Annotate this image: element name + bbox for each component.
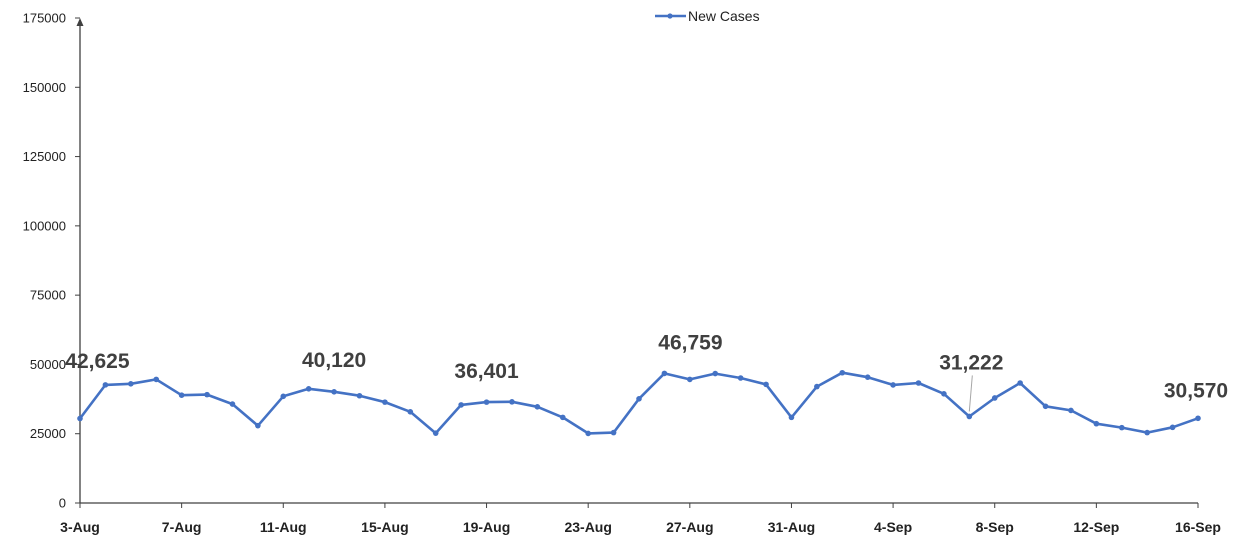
data-point (1144, 429, 1150, 436)
data-point (839, 369, 846, 376)
data-point (280, 393, 287, 400)
y-tick-label: 75000 (30, 288, 66, 303)
data-label: 46,759 (658, 331, 722, 354)
x-tick-label: 16-Sep (1175, 519, 1221, 535)
data-point (102, 382, 109, 388)
x-tick-label: 3-Aug (60, 519, 100, 535)
x-tick-label: 27-Aug (666, 519, 713, 535)
data-point (864, 374, 871, 380)
data-point (153, 376, 160, 383)
x-tick-label: 12-Sep (1073, 519, 1119, 535)
data-point (890, 382, 896, 388)
data-point (534, 404, 541, 410)
x-tick-label: 15-Aug (361, 519, 408, 535)
data-point (737, 375, 744, 381)
data-label: 30,570 (1164, 379, 1228, 402)
data-point (128, 381, 134, 387)
data-point (636, 395, 642, 402)
y-tick-label: 25000 (30, 426, 66, 441)
y-tick-label: 100000 (23, 218, 66, 233)
data-point (255, 422, 261, 429)
data-labels: 42,625 40,120 36,401 46,759 31,222 30,570 (65, 331, 1228, 412)
data-point (788, 414, 795, 421)
y-tick-label: 175000 (23, 11, 66, 26)
x-tick-label: 7-Aug (162, 519, 202, 535)
data-point (966, 413, 973, 420)
series-line (78, 371, 1199, 435)
x-tick-label: 31-Aug (768, 519, 815, 535)
y-axis: 0 25000 50000 75000 100000 125000 150000 175000 (23, 11, 84, 511)
series-new-cases (77, 369, 1201, 437)
y-tick-label: 50000 (30, 357, 66, 372)
data-point (661, 370, 668, 377)
data-point (1068, 407, 1074, 414)
data-label-leader (968, 375, 973, 412)
y-tick-label: 0 (59, 496, 66, 511)
data-point (1195, 415, 1201, 422)
data-point (229, 401, 236, 407)
data-point (407, 409, 414, 415)
x-tick-label: 11-Aug (260, 519, 307, 535)
data-point (915, 380, 922, 386)
data-point (356, 392, 363, 399)
data-point (77, 415, 83, 422)
data-point (483, 399, 490, 405)
data-point (1169, 424, 1176, 431)
data-label: 42,625 (65, 350, 130, 373)
data-point (382, 399, 388, 405)
data-point (763, 381, 769, 388)
x-tick-label: 23-Aug (564, 519, 611, 535)
x-axis: 3-Aug 7-Aug 11-Aug 15-Aug 19-Aug 23-Aug 27-Aug… (60, 502, 1221, 535)
data-point (458, 402, 464, 408)
data-label: 40,120 (302, 349, 366, 372)
data-point (331, 389, 337, 395)
legend-label: New Cases (688, 8, 760, 24)
x-tick-label: 19-Aug (463, 519, 510, 535)
x-tick-label: 4-Sep (874, 519, 912, 535)
data-point (1118, 424, 1125, 431)
data-label: 31,222 (939, 351, 1003, 374)
data-point (814, 383, 820, 390)
data-point (1017, 380, 1023, 386)
data-point (432, 430, 439, 436)
data-point (1042, 403, 1049, 410)
data-point (204, 391, 210, 398)
legend-marker-swatch (667, 13, 673, 19)
data-point (559, 414, 566, 421)
x-tick-label: 8-Sep (976, 519, 1014, 535)
data-label: 36,401 (454, 360, 519, 383)
data-point (585, 430, 591, 437)
data-point (1093, 420, 1100, 427)
y-axis-arrow (76, 18, 84, 26)
data-point (941, 391, 947, 397)
data-point (687, 376, 693, 383)
legend: New Cases (655, 8, 760, 24)
y-tick-label: 125000 (23, 149, 66, 164)
data-point (991, 395, 998, 401)
data-point (305, 386, 312, 392)
data-point (712, 370, 719, 377)
data-point (178, 392, 185, 398)
y-tick-label: 150000 (23, 80, 66, 95)
data-point (509, 399, 515, 405)
data-point (610, 429, 617, 436)
